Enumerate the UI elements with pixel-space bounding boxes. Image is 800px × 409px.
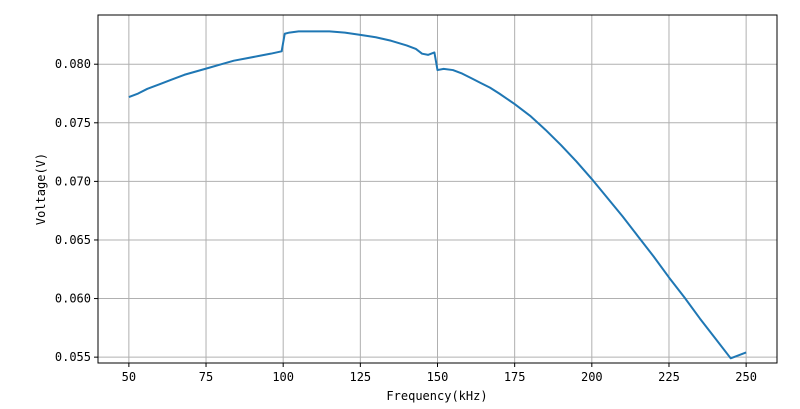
series-line [128,30,747,360]
x-tick-label: 150 [427,370,449,384]
series-layer [128,30,747,360]
y-tick-label: 0.055 [55,350,91,364]
y-tick-label: 0.070 [55,174,91,188]
x-tick-label: 100 [272,370,294,384]
y-axis: 0.055 0.060 0.065 0.070 0.075 0.080 [55,57,98,364]
y-tick-label: 0.060 [55,292,91,306]
x-axis-label: Frequency(kHz) [386,389,487,403]
x-tick-label: 225 [658,370,680,384]
x-tick-label: 175 [504,370,526,384]
x-tick-label: 125 [349,370,371,384]
y-tick-label: 0.065 [55,233,91,247]
x-tick-label: 200 [581,370,603,384]
y-axis-label: Voltage(V) [34,153,48,225]
grid [98,15,777,363]
x-axis: 50 75 100 125 150 175 200 225 250 [122,363,757,384]
x-tick-label: 50 [122,370,136,384]
y-tick-label: 0.080 [55,57,91,71]
x-tick-label: 250 [735,370,757,384]
y-tick-label: 0.075 [55,116,91,130]
x-tick-label: 75 [199,370,213,384]
